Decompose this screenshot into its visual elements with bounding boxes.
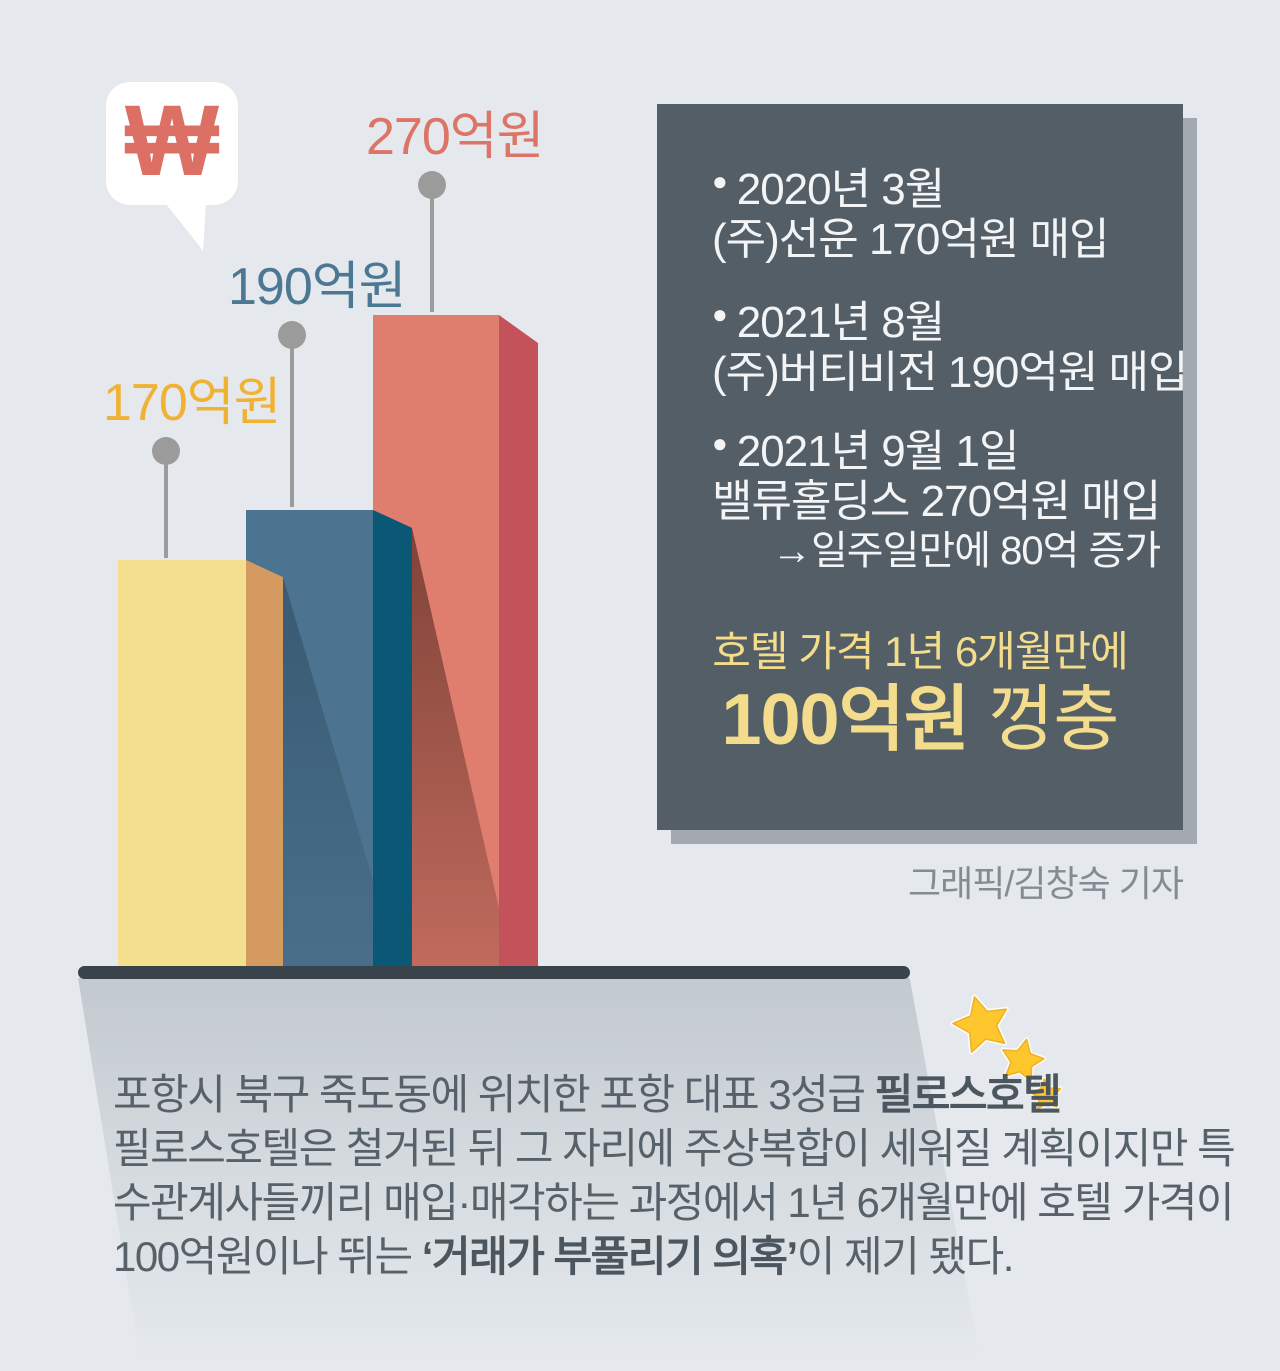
caption-line3: 수관계사들끼리 매입·매각하는 과정에서 1년 6개월만에 호텔 가격이 xyxy=(113,1179,1235,1226)
pin-head-bar3 xyxy=(418,171,446,199)
pin-head-bar1 xyxy=(152,437,180,465)
won-speech-bubble: ₩ xyxy=(106,82,238,205)
bullet-dot-icon: ● xyxy=(712,166,728,196)
bar2-side-face xyxy=(373,510,412,967)
panel-bullet3-annotation: →일주일만에 80억 증가 xyxy=(772,529,1161,573)
pin-stem-bar2 xyxy=(290,345,294,507)
highlight-amount: 100억원 xyxy=(721,680,970,760)
bar2-value-label: 190억원 xyxy=(228,258,406,316)
bar3-side-face xyxy=(499,315,538,967)
graphic-credit: 그래픽/김창숙 기자 xyxy=(908,863,1184,904)
suspicion-bold: ‘거래가 부풀리기 의혹’ xyxy=(421,1233,798,1280)
bullet-dot-icon: ● xyxy=(712,428,728,458)
panel-bullet3-detail: 밸류홀딩스 270억원 매입 xyxy=(712,477,1161,526)
bar1-front-face xyxy=(118,560,246,967)
caption-line1: 포항시 북구 죽도동에 위치한 포항 대표 3성급 필로스호텔 xyxy=(113,1071,1062,1118)
bar3-value-label: 270억원 xyxy=(366,108,544,166)
panel-highlight-line2: 100억원 껑충 xyxy=(657,684,1183,756)
panel-bullet2-date: ● 2021년 8월 xyxy=(712,298,945,347)
bullet-dot-icon: ● xyxy=(712,299,728,329)
speech-bubble-tail xyxy=(165,203,206,251)
pin-head-bar2 xyxy=(278,321,306,349)
panel-bullet1-detail: (주)선운 170억원 매입 xyxy=(712,215,1110,264)
floor-platform xyxy=(78,978,980,1360)
caption-line4: 100억원이나 뛰는 ‘거래가 부풀리기 의혹’이 제기 됐다. xyxy=(113,1233,1014,1280)
caption-block: 포항시 북구 죽도동에 위치한 포항 대표 3성급 필로스호텔 필로스호텔은 철… xyxy=(113,1068,1236,1284)
won-currency-icon: ₩ xyxy=(124,84,220,197)
pin-stem-bar3 xyxy=(430,196,434,312)
hotel-name-bold: 필로스호텔 xyxy=(874,1071,1062,1118)
panel-bullet1-date: ● 2020년 3월 xyxy=(712,165,945,214)
three-stars-icon xyxy=(950,994,1063,1111)
panel-bullet3-date: ● 2021년 9월 1일 xyxy=(712,427,1019,476)
panel-highlight-line1: 호텔 가격 1년 6개월만에 xyxy=(712,628,1128,675)
info-panel: ● 2020년 3월 (주)선운 170억원 매입 ● 2021년 8월 (주)버티… xyxy=(657,104,1188,830)
highlight-rest: 껑충 xyxy=(969,680,1119,760)
bar1-value-label: 170억원 xyxy=(103,374,281,432)
bar1-side-face xyxy=(246,560,283,967)
caption-line2: 필로스호텔은 철거된 뒤 그 자리에 주상복합이 세워질 계획이지만 특 xyxy=(113,1125,1236,1172)
panel-bullet2-detail: (주)버티비전 190억원 매입 xyxy=(712,348,1188,397)
pin-stem-bar1 xyxy=(164,462,168,558)
chart-baseline xyxy=(78,966,910,979)
